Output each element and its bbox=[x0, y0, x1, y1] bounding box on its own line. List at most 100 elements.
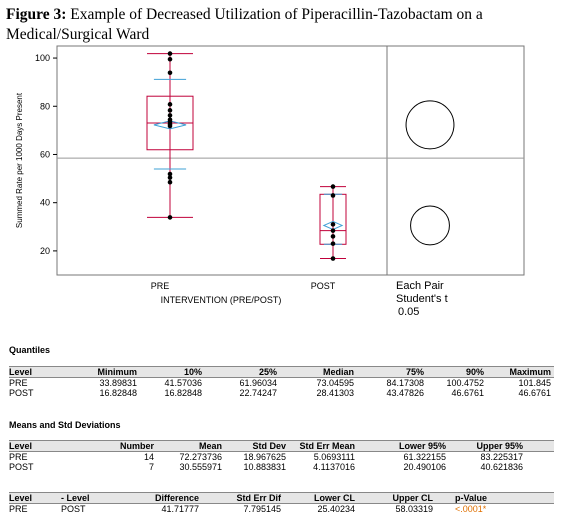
data-point bbox=[330, 256, 336, 261]
data-point bbox=[167, 70, 173, 76]
cell: Mean bbox=[198, 441, 222, 451]
plot-frame bbox=[56, 45, 388, 276]
y-tick-label: 80 bbox=[40, 101, 50, 111]
cell: POST bbox=[9, 388, 34, 398]
cell: Level bbox=[9, 493, 33, 503]
cell: POST bbox=[61, 504, 86, 514]
mean-diamond bbox=[153, 120, 187, 130]
data-point bbox=[167, 171, 173, 177]
cell: 75% bbox=[405, 367, 424, 377]
data-point bbox=[330, 184, 336, 189]
cell: Level bbox=[9, 367, 33, 377]
means-title: Means and Std Deviations bbox=[9, 420, 121, 430]
cell: 25.40234 bbox=[317, 504, 355, 514]
comparison-label-test: Student's t bbox=[396, 293, 448, 305]
cell: 83.225317 bbox=[480, 452, 523, 462]
cell: 14 bbox=[143, 452, 154, 462]
header-row: Level Minimum 10% 25% Median 75% 90% Maximum bbox=[9, 366, 554, 378]
cell: 16.82848 bbox=[99, 388, 137, 398]
data-point bbox=[167, 113, 173, 118]
cell: Upper 95% bbox=[476, 441, 523, 451]
data-point bbox=[330, 193, 336, 198]
cell: PRE bbox=[9, 452, 28, 462]
cell: Std Dev bbox=[252, 441, 286, 451]
box-post bbox=[319, 184, 347, 261]
cell: Maximum bbox=[509, 367, 551, 377]
y-tick-label: 20 bbox=[40, 246, 50, 256]
cell: Median bbox=[322, 367, 354, 377]
cell: Level bbox=[9, 441, 33, 451]
quantiles-row: PRE 33.89831 41.57036 61.96034 73.04595 84.17… bbox=[9, 378, 554, 388]
header-row: Level - Level Difference Std Err Dif Lower C… bbox=[9, 492, 554, 504]
comparison-circle-pre bbox=[405, 100, 455, 150]
cell: PRE bbox=[9, 378, 28, 388]
cell: Lower 95% bbox=[398, 441, 446, 451]
cell: Number bbox=[119, 441, 154, 451]
cell: 58.03319 bbox=[395, 504, 433, 514]
cell: 33.89831 bbox=[99, 378, 137, 388]
cell: 40.621836 bbox=[480, 462, 523, 472]
cell: 7 bbox=[148, 462, 154, 472]
cell: 84.17308 bbox=[386, 378, 424, 388]
cell: 41.57036 bbox=[164, 378, 202, 388]
data-point bbox=[167, 108, 173, 113]
cell: 43.47826 bbox=[386, 388, 424, 398]
data-point bbox=[167, 102, 173, 107]
cell: 101.845 bbox=[518, 378, 551, 388]
means-row: PRE 14 72.273736 18.967625 5.0693111 61.32215… bbox=[9, 452, 554, 462]
cell: 25% bbox=[258, 367, 277, 377]
difference-row: PRE POST 41.71777 7.795145 25.40234 58.03319 <… bbox=[9, 504, 554, 514]
y-tick-label: 60 bbox=[40, 149, 50, 159]
cell: POST bbox=[9, 462, 34, 472]
cell: 30.555971 bbox=[179, 462, 222, 472]
quantiles-title: Quantiles bbox=[9, 345, 51, 355]
comparison-frame bbox=[386, 45, 525, 276]
cell: 90% bbox=[465, 367, 484, 377]
x-tick-label: POST bbox=[311, 281, 336, 291]
cell: 5.0693111 bbox=[313, 452, 355, 462]
data-point bbox=[167, 56, 173, 62]
cell: 7.795145 bbox=[243, 504, 281, 514]
data-point bbox=[167, 123, 173, 129]
cell: 61.96034 bbox=[239, 378, 277, 388]
cell: 4.1137016 bbox=[313, 462, 355, 472]
cell: Upper CL bbox=[392, 493, 434, 503]
cell: 41.71777 bbox=[161, 504, 199, 514]
means-row: POST 7 30.555971 10.883831 4.1137016 20.49010… bbox=[9, 462, 554, 472]
comparison-alpha: 0.05 bbox=[398, 306, 419, 318]
data-point bbox=[167, 215, 173, 220]
cell: 28.41303 bbox=[316, 388, 354, 398]
x-axis-label: INTERVENTION (PRE/POST) bbox=[161, 295, 282, 305]
cell: Difference bbox=[154, 493, 199, 503]
box-pre bbox=[146, 51, 194, 220]
y-tick-label: 40 bbox=[40, 198, 50, 208]
y-axis-label: Summed Rate per 1000 Days Present bbox=[15, 92, 24, 228]
cell: 46.6761 bbox=[518, 388, 551, 398]
cell: 16.82848 bbox=[164, 388, 202, 398]
means-table: Level Number Mean Std Dev Std Err Mean Lower … bbox=[9, 440, 554, 472]
cell: Std Err Dif bbox=[236, 493, 281, 503]
cell: 100.4752 bbox=[446, 378, 484, 388]
quantiles-row: POST 16.82848 16.82848 22.74247 28.41303 43.4… bbox=[9, 388, 554, 398]
box-plot-chart: 20 40 60 80 100 Summed Rate per 1000 Days Pre… bbox=[15, 45, 525, 318]
cell: 18.967625 bbox=[243, 452, 286, 462]
data-point bbox=[167, 175, 173, 180]
y-tick-label: 100 bbox=[35, 53, 50, 63]
x-tick-label: PRE bbox=[151, 281, 170, 291]
cell: 73.04595 bbox=[316, 378, 354, 388]
cell: 72.273736 bbox=[179, 452, 222, 462]
cell: 22.74247 bbox=[239, 388, 277, 398]
cell: PRE bbox=[9, 504, 28, 514]
data-point bbox=[330, 222, 336, 227]
cell: <.0001* bbox=[455, 504, 487, 514]
header-row: Level Number Mean Std Dev Std Err Mean Lower … bbox=[9, 440, 554, 452]
cell: Minimum bbox=[97, 367, 138, 377]
data-point bbox=[330, 241, 336, 246]
cell: p-Value bbox=[455, 493, 488, 503]
cell: 61.322155 bbox=[403, 452, 446, 462]
data-point bbox=[167, 51, 173, 56]
figure-title-text: Example of Decreased Utilization of Pipe… bbox=[6, 6, 483, 43]
comparison-circle-post bbox=[410, 205, 450, 246]
cell: Std Err Mean bbox=[299, 441, 355, 451]
cell: 10.883831 bbox=[243, 462, 286, 472]
